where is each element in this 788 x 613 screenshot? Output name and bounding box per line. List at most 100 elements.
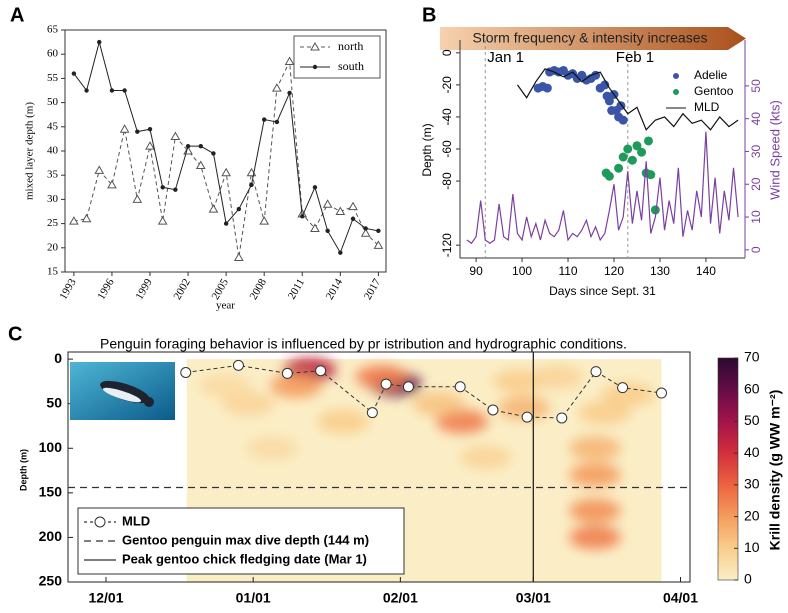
- scatter-point: [604, 171, 614, 181]
- mld-point: [380, 378, 392, 390]
- dot-marker: [312, 64, 318, 70]
- triangle-marker: [170, 131, 181, 140]
- colorbar-tick-label: 70: [744, 349, 760, 365]
- y2-axis-title: Wind Speed (kts): [767, 100, 782, 200]
- panel-letter: B: [422, 4, 436, 26]
- legend-marker: [673, 89, 679, 95]
- dot-marker: [122, 88, 127, 93]
- triangle-marker: [107, 179, 117, 189]
- x-tick-label: 100: [512, 264, 532, 278]
- dot-marker: [71, 71, 77, 76]
- triangle-marker: [310, 41, 320, 51]
- x-axis-title: Days since Sept. 31: [549, 284, 656, 298]
- scatter-point: [623, 144, 633, 154]
- y-tick-label: -60: [440, 140, 454, 158]
- krill-patch: [459, 445, 512, 470]
- triangle-marker: [373, 240, 384, 249]
- colorbar-tick-label: 40: [744, 444, 760, 460]
- colorbar: [717, 357, 739, 581]
- x-tick-label: 2014: [324, 276, 346, 301]
- triangle-marker: [81, 213, 92, 223]
- dot-marker: [236, 206, 242, 212]
- y-tick-label: 0: [440, 49, 454, 56]
- x-tick-label: 2011: [286, 277, 307, 302]
- y-tick-label: 20: [47, 241, 59, 253]
- dot-marker: [185, 143, 191, 149]
- legend-label: Adelie: [694, 68, 728, 82]
- mld-point: [656, 387, 668, 399]
- dot-marker: [147, 127, 153, 132]
- scatter-point: [643, 136, 653, 146]
- date-label: Jan 1: [487, 49, 524, 66]
- x-tick-label: 90: [469, 264, 483, 278]
- y-tick-label: 200: [39, 528, 63, 544]
- krill-patch: [436, 409, 489, 434]
- y-tick-label: 15: [47, 266, 59, 278]
- mld-point: [617, 382, 629, 394]
- legend-box: [77, 507, 405, 575]
- y-tick-label: 50: [47, 96, 59, 108]
- legend-marker: [94, 516, 106, 528]
- triangle-marker: [335, 206, 346, 215]
- scatter-point: [614, 163, 624, 173]
- plot-frame: [67, 351, 691, 583]
- x-tick-label: 2002: [171, 277, 192, 302]
- y-tick-label: 35: [47, 169, 59, 181]
- dot-marker: [173, 187, 178, 192]
- triangle-marker: [284, 56, 295, 65]
- legend-label: Gentoo penguin max dive depth (144 m): [122, 532, 369, 547]
- mld-point: [454, 381, 466, 393]
- patches: [198, 357, 655, 550]
- x-tick-label: 01/01: [236, 590, 271, 606]
- y2-tick-label: 30: [749, 144, 763, 158]
- triangle-marker: [145, 141, 155, 150]
- dot-marker: [300, 214, 305, 219]
- y-tick-label: 250: [39, 573, 63, 589]
- krill-patch: [222, 391, 275, 416]
- dot-marker: [325, 228, 330, 234]
- y-axis-title: Depth (m): [18, 449, 28, 491]
- mld-point: [366, 407, 378, 419]
- scatter-point: [650, 205, 660, 215]
- krill-patch: [246, 436, 299, 461]
- triangle-marker: [310, 223, 320, 232]
- triangle-marker: [259, 216, 270, 225]
- krill-patch: [569, 498, 622, 523]
- krill-patch: [602, 382, 655, 407]
- x-tick-label: 1996: [95, 276, 117, 301]
- colorbar-tick-label: 10: [744, 539, 760, 555]
- krill-patch: [317, 409, 370, 434]
- mld-point: [521, 411, 533, 423]
- series-line: [73, 40, 379, 254]
- x-tick-label: 2008: [248, 276, 270, 301]
- mld-point: [402, 381, 414, 393]
- y-tick-label: 40: [47, 145, 59, 157]
- krill-patch: [578, 400, 631, 425]
- legend-box: [293, 35, 381, 79]
- triangle-marker: [195, 160, 206, 170]
- dot-marker: [223, 221, 229, 226]
- scatter-point: [646, 170, 656, 180]
- dot-marker: [274, 119, 280, 125]
- x-tick-label: 2017: [362, 276, 384, 301]
- triangle-marker: [221, 167, 231, 177]
- y2-tick-label: 50: [749, 79, 763, 93]
- dot-marker: [109, 88, 115, 93]
- triangle-marker: [69, 216, 79, 225]
- y-tick-label: -120: [440, 233, 454, 257]
- dot-marker: [84, 88, 89, 93]
- triangle-marker: [322, 199, 333, 208]
- triangle-marker: [94, 165, 105, 174]
- y-tick-label: 150: [39, 484, 63, 500]
- mld-point: [590, 366, 602, 378]
- colorbar-tick-label: 30: [744, 476, 760, 492]
- mld-point: [232, 359, 244, 371]
- colorbar-tick-label: 0: [744, 571, 752, 587]
- colorbar-tick-label: 20: [744, 507, 760, 523]
- y-tick-label: 55: [47, 72, 59, 84]
- scatter-point: [618, 152, 628, 162]
- date-label: Feb 1: [616, 49, 654, 66]
- wind-line: [466, 131, 739, 245]
- dot-marker: [287, 90, 292, 96]
- dot-marker: [312, 185, 318, 190]
